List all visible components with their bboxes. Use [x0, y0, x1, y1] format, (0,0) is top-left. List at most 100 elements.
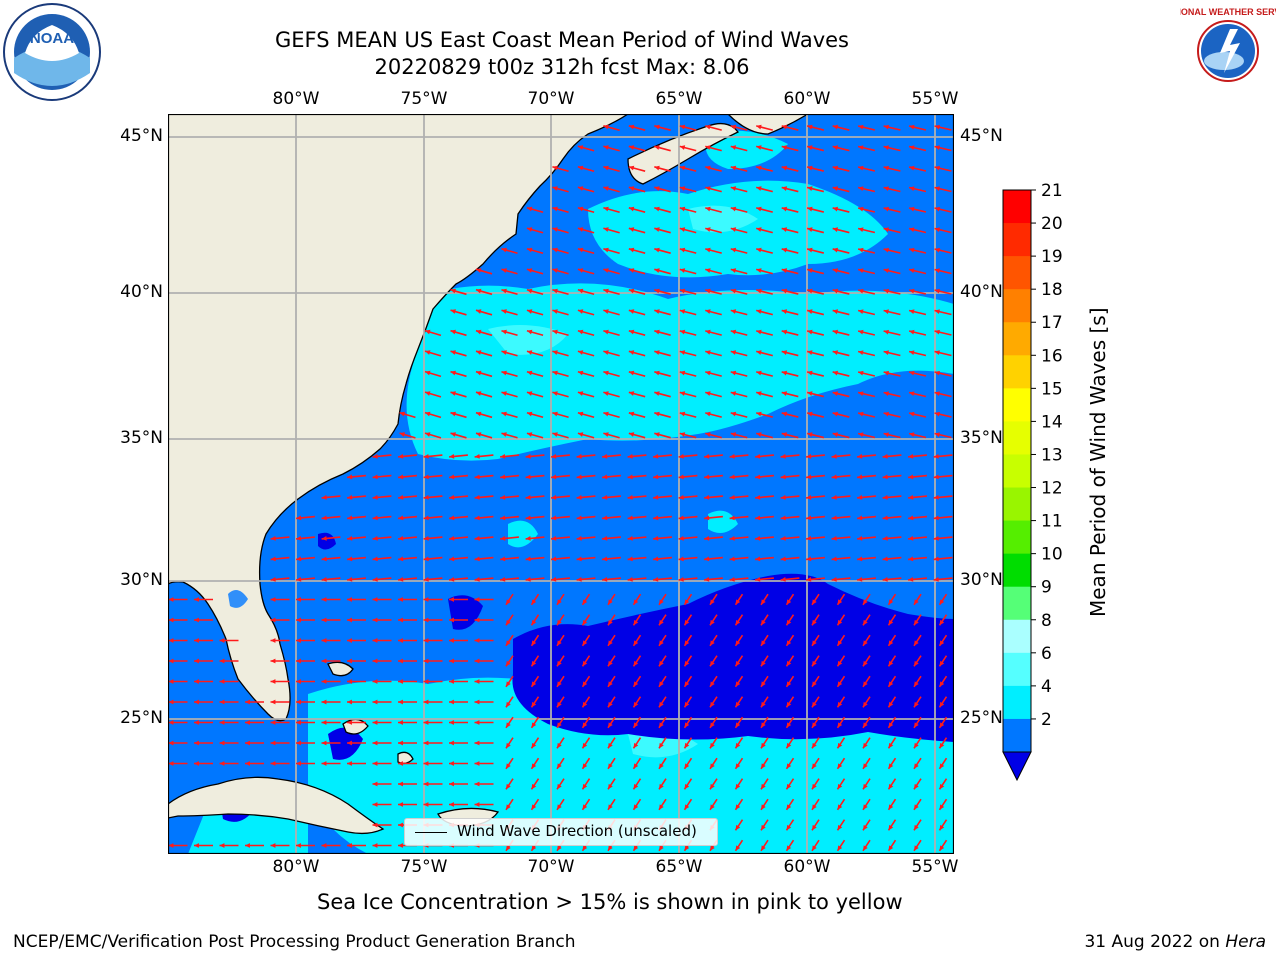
wave-direction-arrow — [450, 288, 467, 296]
lat-tick-label: 35°N — [120, 428, 163, 448]
wave-direction-arrow — [577, 350, 595, 357]
wave-direction-arrow — [501, 350, 518, 357]
wave-direction-arrow — [756, 370, 773, 377]
wave-direction-arrow — [474, 679, 494, 684]
wave-direction-arrow — [632, 716, 642, 729]
wave-direction-arrow — [607, 757, 616, 770]
wave-direction-arrow — [168, 740, 188, 746]
wave-direction-arrow — [785, 737, 795, 749]
wave-direction-arrow — [933, 515, 953, 521]
wave-direction-arrow — [501, 268, 518, 275]
wave-direction-arrow — [505, 778, 514, 790]
wave-direction-arrow — [423, 679, 443, 684]
wave-direction-arrow — [857, 350, 876, 357]
wave-direction-arrow — [755, 474, 774, 480]
wave-direction-arrow — [913, 614, 922, 626]
wave-direction-arrow — [883, 432, 901, 439]
lat-tick-label: 40°N — [120, 282, 163, 302]
wave-direction-arrow — [760, 716, 769, 729]
wave-direction-arrow — [730, 165, 748, 172]
lat-tick-label: 25°N — [960, 708, 1003, 728]
wave-direction-arrow — [857, 474, 876, 480]
wave-direction-arrow — [474, 474, 494, 480]
wave-direction-arrow — [730, 124, 748, 131]
colorbar-band — [1003, 718, 1031, 753]
wave-direction-arrow — [607, 737, 616, 749]
wave-direction-arrow — [603, 370, 620, 377]
wave-direction-arrow — [908, 145, 927, 152]
wave-direction-arrow — [603, 288, 620, 295]
wave-direction-arrow — [526, 288, 544, 296]
wave-direction-arrow — [576, 454, 596, 459]
wave-direction-arrow — [780, 495, 800, 500]
wave-direction-arrow — [729, 495, 749, 500]
wave-direction-arrow — [423, 495, 443, 500]
wave-direction-arrow — [934, 124, 952, 131]
colorbar-band — [1003, 289, 1031, 323]
wave-direction-arrow — [602, 495, 621, 500]
wave-direction-arrow — [836, 716, 846, 729]
wave-direction-arrow — [526, 268, 544, 275]
wave-direction-arrow — [887, 778, 897, 790]
wave-direction-arrow — [296, 658, 315, 664]
wave-direction-arrow — [347, 515, 366, 521]
wave-direction-arrow — [577, 227, 595, 234]
wave-direction-arrow — [628, 350, 646, 357]
wave-direction-arrow — [679, 329, 697, 336]
wave-direction-arrow — [908, 247, 927, 254]
wave-direction-arrow — [781, 206, 799, 213]
wave-direction-arrow — [552, 288, 569, 296]
wave-direction-arrow — [551, 495, 570, 500]
wave-direction-arrow — [756, 247, 773, 254]
wave-direction-arrow — [530, 778, 540, 790]
wave-direction-arrow — [836, 819, 846, 831]
wave-direction-arrow — [505, 798, 514, 811]
colorbar-band — [1003, 553, 1031, 588]
wave-direction-arrow — [705, 268, 722, 275]
noaa-logo: NOAA — [3, 3, 101, 101]
colorbar-band — [1003, 619, 1031, 654]
wave-direction-arrow — [194, 658, 213, 664]
wave-direction-arrow — [530, 696, 540, 708]
wave-direction-arrow — [607, 634, 616, 647]
wave-direction-arrow — [705, 370, 722, 377]
wave-direction-arrow — [709, 593, 718, 606]
wave-direction-arrow — [806, 411, 825, 418]
wave-direction-arrow — [679, 370, 697, 377]
wave-direction-arrow — [552, 370, 569, 378]
wave-direction-arrow — [602, 577, 621, 582]
wave-direction-arrow — [423, 638, 443, 643]
wave-direction-arrow — [449, 577, 468, 582]
wave-direction-arrow — [372, 658, 392, 664]
wave-direction-arrow — [372, 740, 392, 746]
footer-date: 31 Aug 2022 on — [1084, 932, 1226, 952]
wave-direction-arrow — [781, 227, 799, 234]
wave-direction-arrow — [760, 778, 769, 790]
wave-direction-arrow — [756, 288, 773, 295]
wave-direction-arrow — [423, 556, 443, 562]
wave-direction-arrow — [933, 577, 953, 582]
wave-direction-arrow — [729, 577, 749, 582]
wave-direction-arrow — [938, 778, 948, 790]
wave-direction-arrow — [705, 124, 722, 131]
wave-direction-arrow — [811, 655, 820, 667]
wave-direction-arrow — [525, 474, 545, 480]
wave-direction-arrow — [908, 165, 927, 172]
wave-direction-arrow — [347, 577, 366, 582]
wave-direction-arrow — [811, 696, 820, 708]
wave-direction-arrow — [270, 658, 290, 664]
wave-direction-arrow — [449, 802, 468, 807]
wave-direction-arrow — [734, 696, 744, 708]
wave-direction-arrow — [683, 696, 693, 708]
wave-direction-arrow — [474, 740, 494, 746]
wave-direction-arrow — [806, 495, 825, 500]
wave-direction-arrow — [887, 614, 897, 626]
wave-direction-arrow — [836, 675, 846, 688]
wave-direction-arrow — [577, 370, 595, 378]
wave-direction-arrow — [862, 778, 871, 790]
wave-direction-arrow — [908, 432, 927, 439]
wave-direction-arrow — [449, 761, 468, 766]
wave-direction-arrow — [398, 474, 417, 480]
wave-direction-arrow — [887, 757, 897, 770]
wave-direction-arrow — [347, 843, 366, 848]
